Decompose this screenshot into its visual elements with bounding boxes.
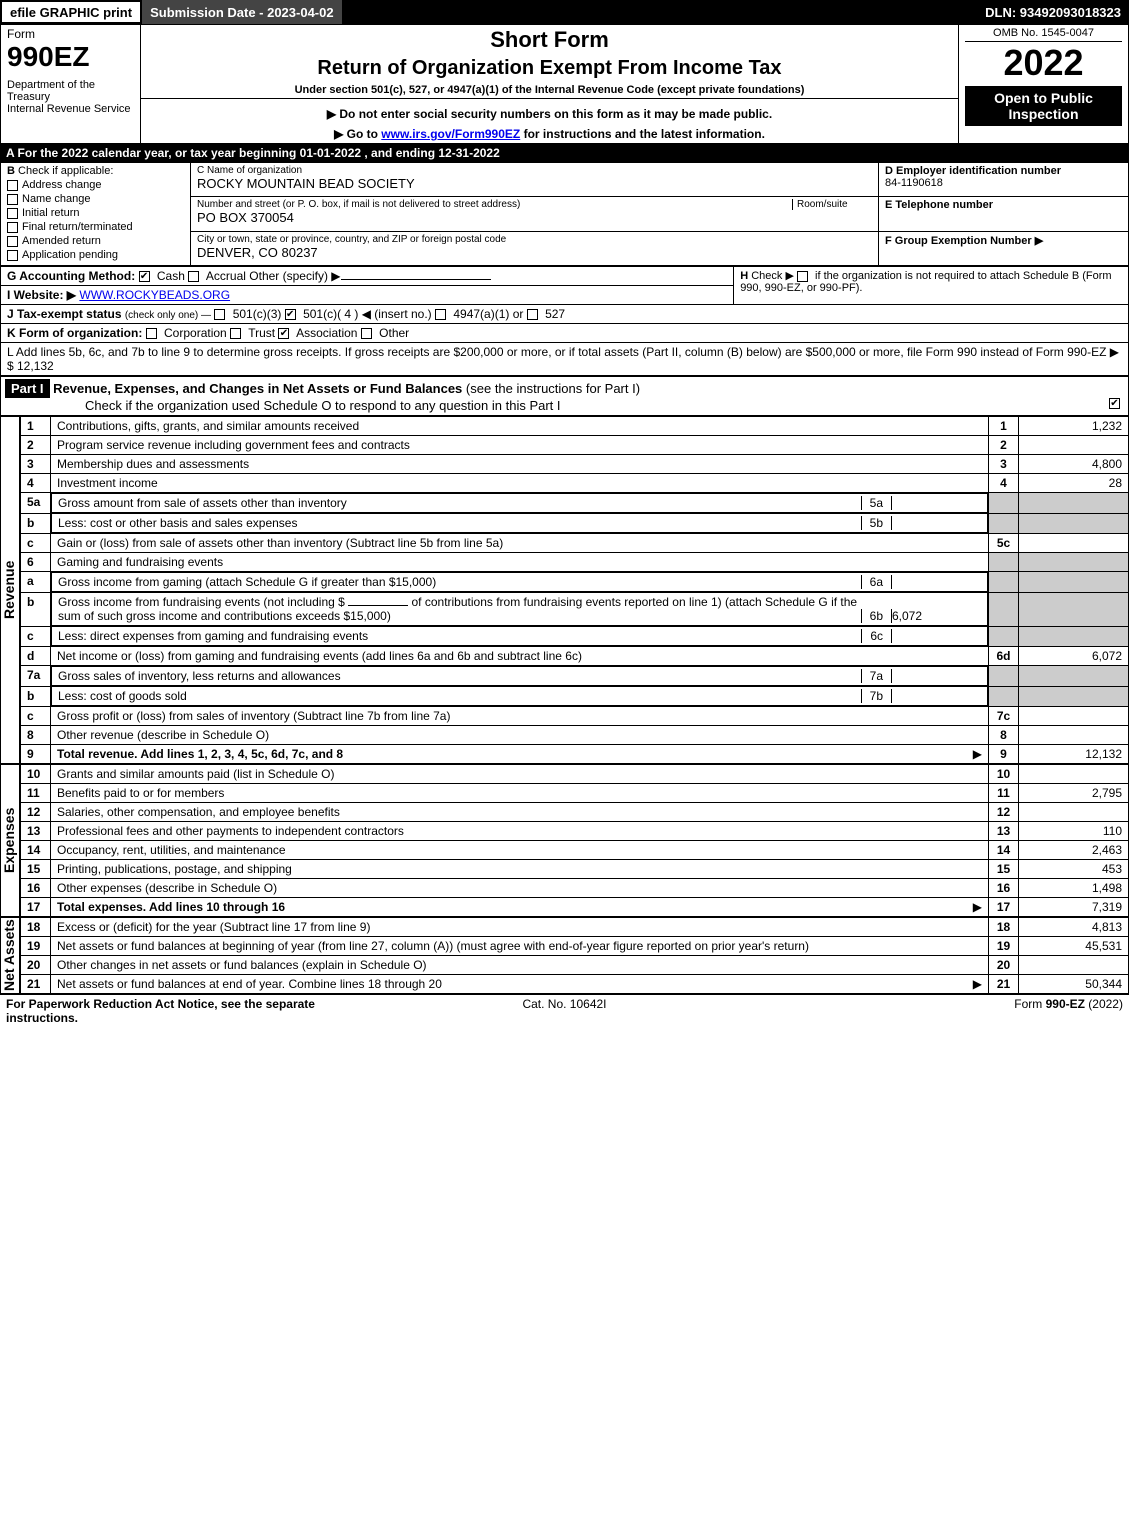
address: PO BOX 370054 xyxy=(197,210,872,225)
dln: DLN: 93492093018323 xyxy=(977,0,1129,24)
dept: Department of the Treasury Internal Reve… xyxy=(7,79,134,115)
org-name: ROCKY MOUNTAIN BEAD SOCIETY xyxy=(197,176,872,191)
submission-date: Submission Date - 2023-04-02 xyxy=(142,0,342,24)
tax-year: 2022 xyxy=(965,42,1122,84)
chk-cash[interactable] xyxy=(139,271,150,282)
chk-sched-o[interactable] xyxy=(1109,398,1120,409)
top-bar: efile GRAPHIC print Submission Date - 20… xyxy=(0,0,1129,24)
footer: For Paperwork Reduction Act Notice, see … xyxy=(0,994,1129,1027)
part-i-title: Revenue, Expenses, and Changes in Net As… xyxy=(53,381,462,396)
header-table: Form 990EZ Department of the Treasury In… xyxy=(0,24,1129,144)
g-label: G Accounting Method: xyxy=(7,269,135,283)
part-i-tag: Part I xyxy=(5,379,50,398)
chk-501c3[interactable] xyxy=(214,309,225,320)
chk-pending[interactable] xyxy=(7,250,18,261)
e-label: E Telephone number xyxy=(885,199,1122,211)
chk-other[interactable] xyxy=(361,328,372,339)
chk-corp[interactable] xyxy=(146,328,157,339)
chk-address[interactable] xyxy=(7,180,18,191)
form-ref: Form 990-EZ (2022) xyxy=(751,997,1123,1025)
warn-goto: ▶ Go to www.irs.gov/Form990EZ for instru… xyxy=(147,127,952,141)
chk-name[interactable] xyxy=(7,194,18,205)
efile-label: efile GRAPHIC print xyxy=(0,0,142,24)
info-block: B Check if applicable: Address change Na… xyxy=(0,162,1129,266)
chk-assoc[interactable] xyxy=(278,328,289,339)
chk-501c[interactable] xyxy=(285,309,296,320)
side-netassets: Net Assets xyxy=(0,917,20,994)
ein: 84-1190618 xyxy=(885,177,1122,189)
l-text: L Add lines 5b, 6c, and 7b to line 9 to … xyxy=(7,345,1106,359)
form-label: Form xyxy=(7,27,134,41)
chk-4947[interactable] xyxy=(435,309,446,320)
netassets-grid: 18Excess or (deficit) for the year (Subt… xyxy=(20,917,1129,994)
title-return: Return of Organization Exempt From Incom… xyxy=(147,57,952,80)
chk-schedb[interactable] xyxy=(797,271,808,282)
cat-no: Cat. No. 10642I xyxy=(378,997,750,1025)
side-revenue: Revenue xyxy=(0,416,20,764)
chk-initial[interactable] xyxy=(7,208,18,219)
chk-527[interactable] xyxy=(527,309,538,320)
side-expenses: Expenses xyxy=(0,764,20,917)
chk-trust[interactable] xyxy=(230,328,241,339)
subtitle: Under section 501(c), 527, or 4947(a)(1)… xyxy=(147,84,952,96)
revenue-grid: 1Contributions, gifts, grants, and simil… xyxy=(20,416,1129,764)
city: DENVER, CO 80237 xyxy=(197,245,872,260)
omb: OMB No. 1545-0047 xyxy=(965,27,1122,42)
b-title: Check if applicable: xyxy=(18,165,113,177)
c-name-label: C Name of organization xyxy=(197,165,872,176)
website[interactable]: WWW.ROCKYBEADS.ORG xyxy=(79,288,230,302)
chk-amended[interactable] xyxy=(7,236,18,247)
title-short-form: Short Form xyxy=(147,27,952,53)
warn-ssn: ▶ Do not enter social security numbers o… xyxy=(147,107,952,121)
irs-link[interactable]: www.irs.gov/Form990EZ xyxy=(381,127,520,141)
line-a: A For the 2022 calendar year, or tax yea… xyxy=(0,144,1129,162)
d-label: D Employer identification number xyxy=(885,165,1122,177)
f-label: F Group Exemption Number ▶ xyxy=(885,234,1122,247)
open-inspection: Open to Public Inspection xyxy=(965,86,1122,126)
chk-accrual[interactable] xyxy=(188,271,199,282)
paperwork-notice: For Paperwork Reduction Act Notice, see … xyxy=(6,997,315,1025)
i-label: I Website: ▶ xyxy=(7,288,76,302)
chk-final[interactable] xyxy=(7,222,18,233)
form-code: 990EZ xyxy=(7,41,134,73)
expenses-grid: 10Grants and similar amounts paid (list … xyxy=(20,764,1129,917)
